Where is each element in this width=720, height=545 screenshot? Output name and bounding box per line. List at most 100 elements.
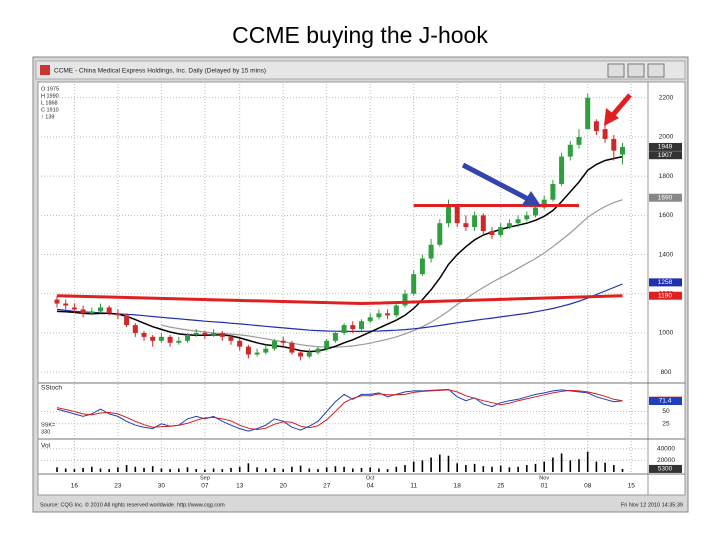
- maximize-button[interactable]: [627, 63, 645, 78]
- candle-body: [402, 293, 408, 306]
- y-tick-label: 50: [662, 408, 670, 415]
- x-tick-label: 23: [114, 483, 122, 490]
- candle-body: [585, 97, 591, 130]
- legend-line: O 1975: [41, 86, 59, 92]
- candle-body: [576, 136, 582, 145]
- value-tag: [649, 151, 682, 160]
- candle-body: [446, 205, 451, 224]
- panel-label-line: SSK=: [41, 422, 55, 428]
- volume-bar: [221, 469, 224, 472]
- candle-body: [54, 299, 60, 304]
- volume-bar: [91, 466, 93, 472]
- candle-body: [480, 215, 486, 232]
- candle-body: [272, 340, 277, 349]
- app-icon: [40, 65, 50, 75]
- volume-bar: [534, 463, 537, 472]
- candle-body: [211, 332, 217, 335]
- volume-bar: [586, 451, 589, 472]
- volume-bar: [499, 465, 502, 472]
- y-tick-label: 1800: [659, 173, 674, 180]
- candle-body: [533, 207, 538, 216]
- volume-bar: [143, 467, 145, 472]
- legend-line: L 1868: [41, 100, 58, 106]
- y-tick-label: 1400: [659, 251, 674, 258]
- value-tag: [649, 464, 682, 473]
- arrows: [461, 93, 632, 206]
- blue-arrow: [461, 162, 532, 203]
- x-tick-label: 16: [71, 483, 79, 490]
- volume-bar: [117, 467, 119, 472]
- x-tick-label: 11: [410, 483, 417, 490]
- volume-bar: [64, 468, 67, 472]
- x-tick-label: 27: [323, 483, 331, 490]
- value-tag-label: 1907: [658, 152, 673, 159]
- candle-body: [298, 352, 304, 357]
- candle-body: [385, 313, 391, 316]
- volume-bar: [56, 467, 58, 472]
- panel-label: SStoch: [41, 385, 62, 392]
- y-tick-label: 2200: [659, 94, 674, 101]
- volume-bar: [482, 466, 485, 472]
- value-tag-label: 1690: [658, 194, 673, 201]
- volume-bar: [73, 469, 76, 472]
- volume-bar: [569, 460, 572, 472]
- candle-body: [185, 334, 190, 341]
- volume-bar: [317, 469, 319, 472]
- volume-bar: [343, 466, 345, 472]
- candle-body: [132, 325, 138, 333]
- red-arrowhead: [604, 108, 619, 126]
- footer-timestamp: Fri Nov 12 2010 14:35:39: [621, 502, 683, 508]
- volume-bar: [430, 457, 432, 472]
- volume-bar: [543, 461, 545, 472]
- footer-source: Source: CQG Inc. © 2010 All rights reser…: [40, 501, 225, 508]
- volume-bar: [195, 469, 197, 472]
- plot-area: [37, 81, 649, 496]
- candle-body: [98, 307, 103, 312]
- candle-body: [324, 340, 330, 349]
- value-tag: [649, 278, 682, 287]
- plot: 16 23 30 07 13 20 27 04 11 18 25 01 08 15 Sep Oct Nov 800…: [38, 84, 682, 490]
- window-title: CCME - China Medical Express Holdings, I…: [54, 68, 266, 75]
- value-tag: [649, 142, 682, 151]
- volume-bar: [186, 467, 189, 472]
- volume-bar: [282, 469, 284, 472]
- candle-body: [550, 184, 556, 200]
- candle-body: [176, 340, 182, 343]
- candle-body: [454, 205, 460, 224]
- x-tick-label: 15: [628, 483, 636, 490]
- value-tag-label: 1258: [658, 279, 673, 286]
- candle-body: [437, 223, 443, 245]
- candle-body: [219, 332, 225, 337]
- x-tick-label: 07: [201, 483, 209, 490]
- candle-body: [332, 332, 338, 341]
- x-tick-label: 18: [454, 483, 462, 490]
- oscillator-line: [56, 388, 623, 432]
- month-label: Nov: [539, 475, 549, 481]
- volume-bar: [578, 459, 580, 472]
- value-tag-label: 1949: [658, 144, 673, 151]
- candle-body: [150, 336, 156, 341]
- volume-bar: [378, 468, 380, 472]
- y-tick-label: 1000: [659, 330, 674, 337]
- candle-body: [263, 348, 269, 353]
- volume-bar: [169, 469, 171, 472]
- x-tick-label: 04: [367, 483, 375, 490]
- candle-body: [254, 352, 260, 355]
- candle-body: [158, 336, 164, 341]
- volume-bar: [308, 468, 311, 472]
- candle-body: [202, 332, 208, 335]
- slide-title: CCME buying the J-hook: [232, 22, 488, 48]
- volume-bar: [256, 467, 258, 472]
- legend-line: C 1910: [41, 107, 59, 113]
- minimize-button[interactable]: [607, 63, 625, 78]
- candle-body: [80, 309, 86, 314]
- volume-bar: [395, 466, 398, 472]
- moving-average: [56, 283, 623, 332]
- month-label: Oct: [366, 475, 375, 481]
- close-button[interactable]: [647, 63, 665, 78]
- volume-bar: [621, 468, 624, 472]
- value-tag: [649, 397, 682, 406]
- volume-bar: [160, 468, 163, 472]
- candle-body: [124, 315, 130, 326]
